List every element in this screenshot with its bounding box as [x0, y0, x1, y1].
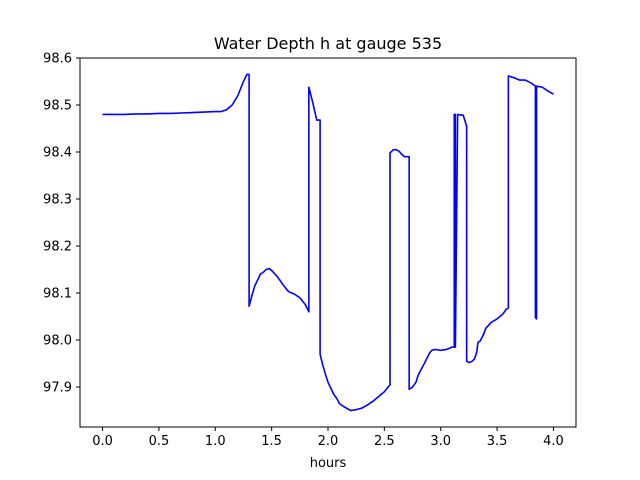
series-layer [102, 73, 554, 412]
x-tick-label: 4.0 [543, 434, 564, 449]
y-axis-ticks: 97.9 98.0 98.1 98.2 98.3 98.4 98.5 98.6 [43, 52, 80, 396]
x-tick-label: 3.5 [487, 434, 508, 449]
y-tick-label: 98.1 [43, 287, 72, 302]
y-tick-label: 97.9 [43, 381, 72, 396]
x-axis-label: hours [310, 456, 347, 471]
x-tick-label: 2.0 [318, 434, 339, 449]
x-tick-label: 1.5 [261, 434, 282, 449]
x-tick-label: 1.0 [205, 434, 226, 449]
x-tick-label: 0.5 [149, 434, 170, 449]
y-tick-label: 98.4 [43, 146, 72, 161]
x-tick-label: 0.0 [92, 434, 113, 449]
y-tick-label: 98.0 [43, 334, 72, 349]
y-tick-label: 98.3 [43, 193, 72, 208]
x-tick-label: 2.5 [374, 434, 395, 449]
series-line-0 [102, 73, 554, 412]
x-axis-ticks: 0.0 0.5 1.0 1.5 2.0 2.5 3.0 3.5 4.0 [92, 427, 564, 449]
chart-title: Water Depth h at gauge 535 [214, 34, 442, 53]
y-tick-label: 98.6 [43, 52, 72, 67]
y-tick-label: 98.2 [43, 240, 72, 255]
y-tick-label: 98.5 [43, 99, 72, 114]
x-tick-label: 3.0 [430, 434, 451, 449]
